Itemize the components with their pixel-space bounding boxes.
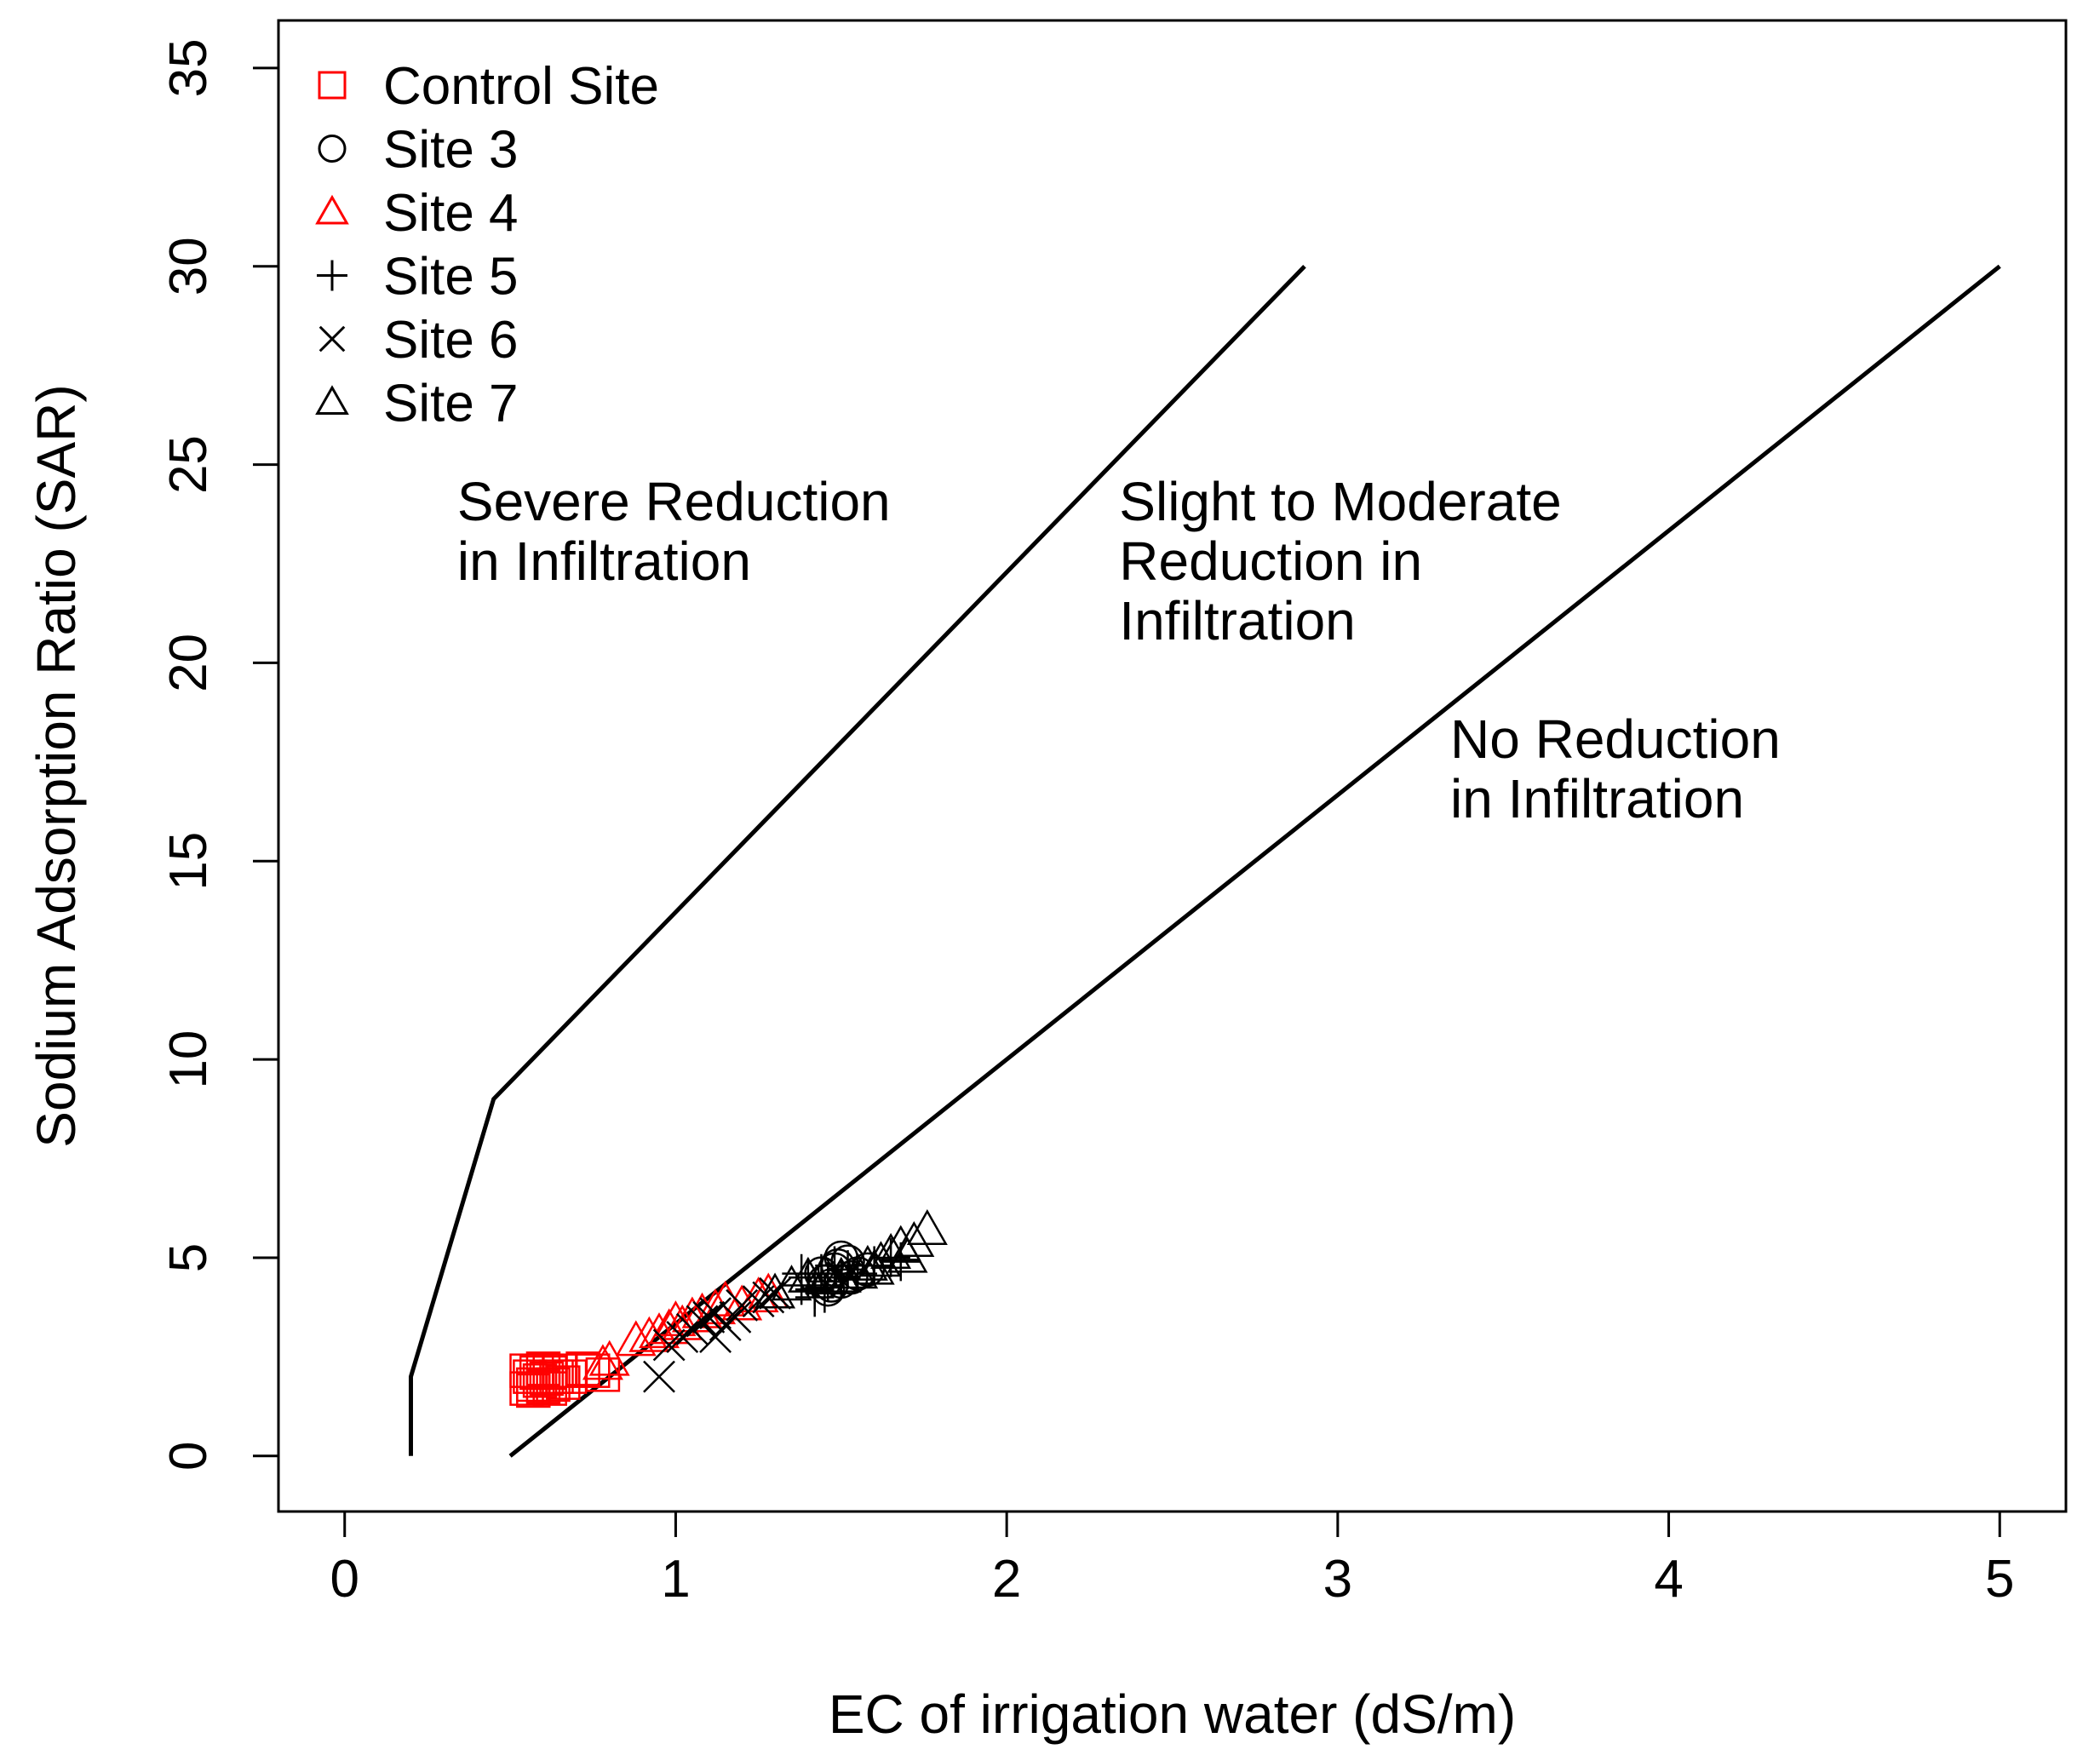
x-tick-label: 4 <box>1654 1550 1683 1609</box>
y-tick-label: 25 <box>159 435 218 494</box>
legend-marker-site-4 <box>315 194 349 225</box>
severe-region-label: Severe Reduction in Infiltration <box>457 471 891 592</box>
boundary-lines <box>408 264 2001 1458</box>
series-site-6 <box>643 1276 791 1393</box>
none-region-line: in Infiltration <box>1450 768 1744 829</box>
severe-boundary <box>408 264 1306 1456</box>
point-site-7 <box>906 1208 948 1245</box>
point-site-5 <box>805 1274 845 1313</box>
point-control-site <box>532 1371 567 1406</box>
legend-marker-control-site <box>318 71 347 100</box>
point-control-site <box>565 1351 600 1386</box>
point-site-4 <box>737 1276 779 1313</box>
point-control-site <box>576 1353 611 1388</box>
x-axis-title: EC of irrigation water (dS/m) <box>829 1684 1516 1745</box>
y-tick-label: 0 <box>159 1442 218 1471</box>
moderate-region-line: Reduction in <box>1119 531 1422 592</box>
point-site-4 <box>648 1308 690 1345</box>
none-region-label: No Reduction in Infiltration <box>1450 708 1781 829</box>
point-site-7 <box>755 1272 796 1309</box>
x-tick-label: 3 <box>1323 1550 1352 1609</box>
y-tick-label: 5 <box>159 1243 218 1272</box>
legend-marker-site-7 <box>315 385 349 415</box>
y-tick-label: 20 <box>159 634 218 692</box>
moderate-region-line: Slight to Moderate <box>1119 471 1561 532</box>
x-tick-label: 5 <box>1985 1550 2014 1609</box>
point-site-7 <box>893 1220 935 1257</box>
y-axis: 0 5 10 15 20 25 30 35 <box>159 38 280 1471</box>
none-region-line: No Reduction <box>1450 708 1781 770</box>
point-control-site <box>546 1365 581 1400</box>
legend-marker-site-6 <box>318 325 346 353</box>
point-site-7 <box>787 1256 829 1293</box>
legend-marker-site-5 <box>317 260 347 291</box>
moderate-region-label: Slight to Moderate Reduction in Infiltrati… <box>1119 471 1561 651</box>
y-tick-label: 10 <box>159 1030 218 1089</box>
severe-region-line: in Infiltration <box>457 531 751 592</box>
point-site-6 <box>666 1321 699 1354</box>
point-site-7 <box>771 1265 812 1301</box>
point-site-6 <box>742 1285 775 1318</box>
series-control-site <box>509 1351 621 1408</box>
legend-label-site-6: Site 6 <box>383 311 519 370</box>
point-site-5 <box>795 1277 835 1317</box>
legend-label-site-7: Site 7 <box>383 375 519 433</box>
point-site-6 <box>699 1321 732 1354</box>
legend-item-site-4: Site 4 <box>315 184 519 243</box>
point-site-7 <box>837 1253 879 1289</box>
point-site-4 <box>582 1344 623 1380</box>
y-tick-label: 35 <box>159 38 218 97</box>
legend-item-site-3: Site 3 <box>318 121 519 180</box>
x-axis: 0 1 2 3 4 5 <box>330 1510 2015 1609</box>
data-points <box>509 1208 948 1408</box>
point-site-4 <box>588 1339 630 1376</box>
x-tick-label: 1 <box>661 1550 690 1609</box>
x-tick-label: 2 <box>992 1550 1021 1609</box>
point-site-6 <box>759 1276 791 1310</box>
plot-frame <box>277 19 2068 1513</box>
point-site-7 <box>846 1244 888 1281</box>
legend-label-site-3: Site 3 <box>383 121 519 180</box>
point-control-site <box>509 1353 544 1388</box>
y-tick-label: 15 <box>159 832 218 891</box>
no-reduction-boundary <box>508 264 2001 1458</box>
y-tick-label: 30 <box>159 237 218 295</box>
point-site-6 <box>643 1360 675 1393</box>
point-site-6 <box>692 1300 726 1334</box>
legend-item-site-6: Site 6 <box>318 311 519 370</box>
point-site-4 <box>655 1300 697 1337</box>
series-site-7 <box>755 1208 948 1309</box>
legend-marker-site-3 <box>318 135 347 163</box>
severe-region-line: Severe Reduction <box>457 471 891 532</box>
x-tick-label: 0 <box>330 1550 359 1609</box>
legend-item-site-7: Site 7 <box>315 375 519 433</box>
legend-label-control-site: Control Site <box>383 57 659 116</box>
legend-label-site-5: Site 5 <box>383 248 519 307</box>
legend-label-site-4: Site 4 <box>383 184 519 243</box>
moderate-region-line: Infiltration <box>1119 590 1355 651</box>
y-axis-title: Sodium Adsorption Ratio (SAR) <box>26 384 87 1147</box>
legend-item-site-5: Site 5 <box>317 248 519 307</box>
point-site-6 <box>675 1312 709 1345</box>
legend-item-control-site: Control Site <box>318 57 659 116</box>
